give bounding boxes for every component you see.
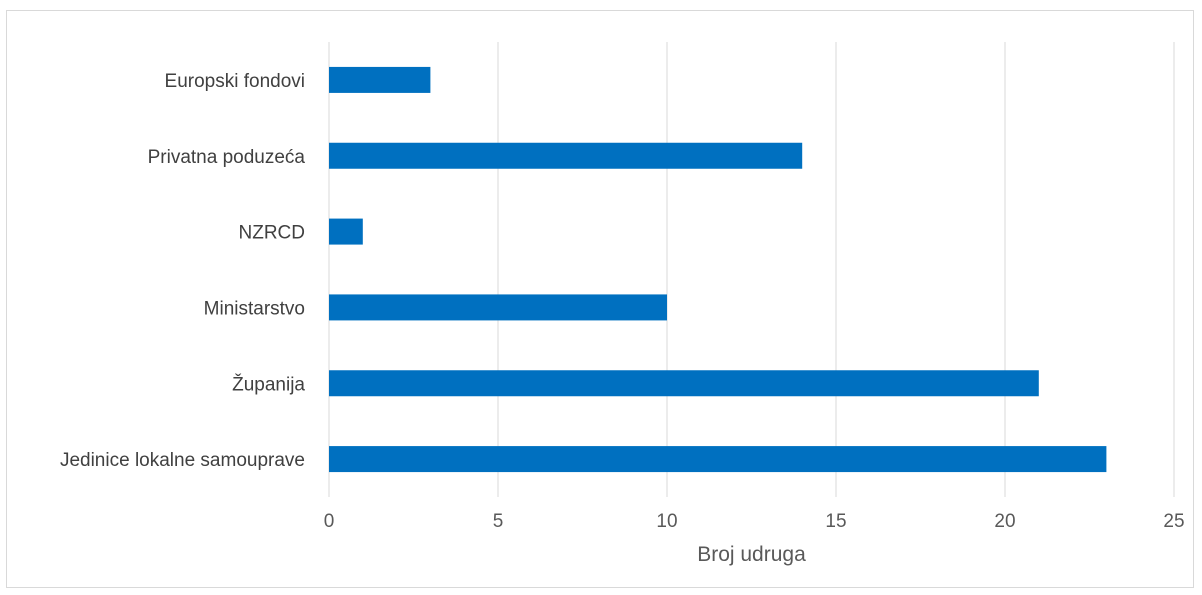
category-label: Ministarstvo — [204, 298, 305, 319]
bar — [329, 294, 667, 321]
category-label: Privatna poduzeća — [148, 147, 306, 168]
category-label: Europski fondovi — [165, 71, 305, 92]
bar — [329, 446, 1107, 473]
x-tick-label: 10 — [656, 511, 677, 532]
category-label: Jedinice lokalne samouprave — [60, 450, 305, 471]
category-labels: Jedinice lokalne samouprave Županija Minis… — [60, 71, 305, 471]
x-tick-labels: 0 5 10 15 20 25 — [324, 511, 1185, 532]
x-tick-label: 15 — [825, 511, 846, 532]
bar — [329, 66, 431, 93]
bar — [329, 142, 803, 169]
x-tick-label: 5 — [493, 511, 504, 532]
gridlines — [328, 42, 1175, 497]
x-axis-title: Broj udruga — [697, 543, 806, 566]
bar — [329, 218, 363, 245]
category-label: Županija — [232, 373, 305, 395]
x-tick-label: 25 — [1163, 511, 1184, 532]
category-label: NZRCD — [239, 223, 306, 244]
bar — [329, 370, 1039, 397]
x-tick-label: 0 — [324, 511, 335, 532]
bars — [329, 66, 1107, 473]
x-tick-label: 20 — [994, 511, 1015, 532]
